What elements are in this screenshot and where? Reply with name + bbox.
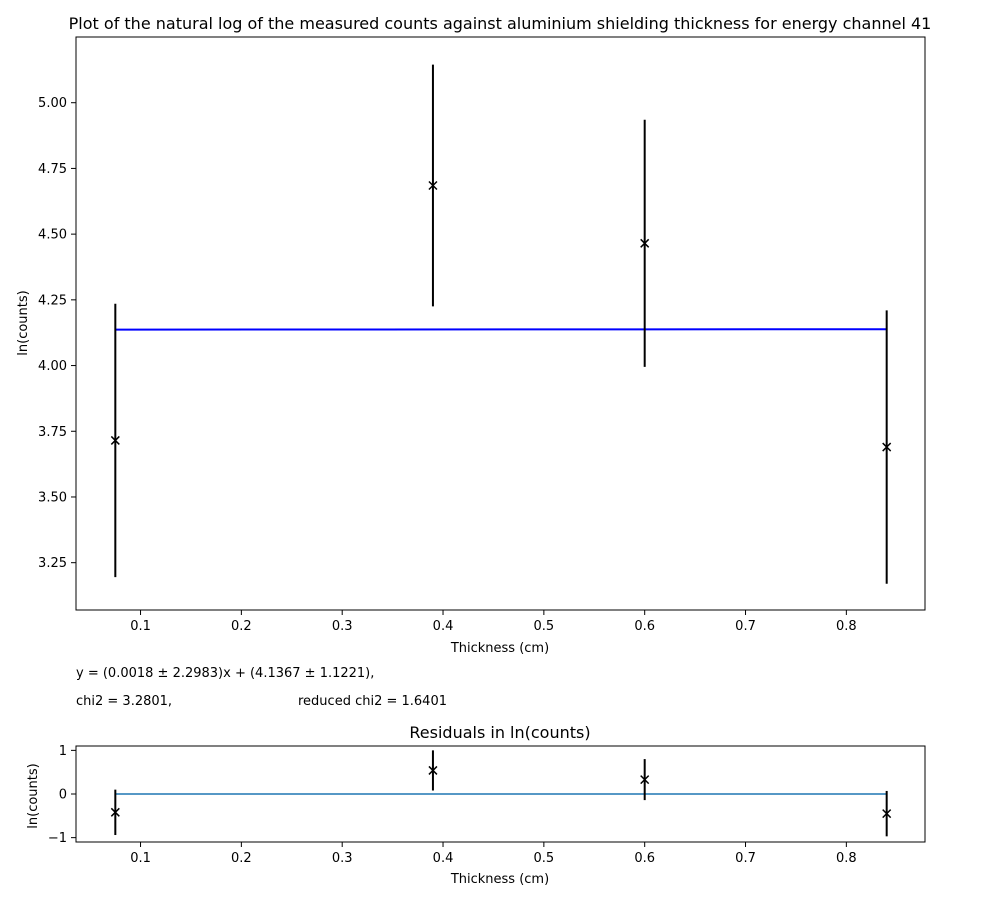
- residual-x-tick-label: 0.1: [130, 851, 151, 866]
- main-x-tick-label: 0.2: [231, 619, 252, 634]
- main-x-tick-label: 0.5: [534, 619, 555, 634]
- main-y-tick-label: 4.00: [38, 359, 67, 374]
- main-plot-x-label: Thickness (cm): [450, 641, 549, 656]
- main-y-tick-label: 4.75: [38, 162, 67, 177]
- main-y-tick-label: 4.50: [38, 228, 67, 243]
- main-x-tick-label: 0.1: [130, 619, 151, 634]
- residual-plot-marks: [110, 750, 892, 837]
- residual-y-tick-label: −1: [48, 831, 67, 846]
- main-y-tick-label: 3.25: [38, 556, 67, 571]
- main-y-tick-label: 4.25: [38, 293, 67, 308]
- residual-plot-x-ticks: 0.1 0.2 0.3 0.4 0.5 0.6 0.7 0.8: [130, 842, 857, 866]
- residual-data-point: [882, 809, 892, 819]
- main-x-tick-label: 0.8: [836, 619, 857, 634]
- main-x-tick-label: 0.3: [332, 619, 353, 634]
- main-y-tick-label: 3.75: [38, 425, 67, 440]
- residual-x-tick-label: 0.7: [735, 851, 756, 866]
- main-x-tick-label: 0.4: [433, 619, 454, 634]
- main-x-tick-label: 0.7: [735, 619, 756, 634]
- main-plot-y-ticks: 3.25 3.50 3.75 4.00 4.25 4.50 4.75 5.00: [38, 96, 76, 571]
- residual-x-tick-label: 0.6: [634, 851, 655, 866]
- residual-data-point: [640, 775, 650, 785]
- reduced-chi2-value: reduced chi2 = 1.6401: [298, 694, 447, 709]
- residual-x-tick-label: 0.3: [332, 851, 353, 866]
- main-data-point: [428, 180, 438, 191]
- main-data-point: [640, 238, 650, 248]
- residual-x-tick-label: 0.2: [231, 851, 252, 866]
- residual-x-tick-label: 0.8: [836, 851, 857, 866]
- residual-plot-y-ticks: −1 0 1: [48, 744, 76, 846]
- main-x-tick-label: 0.6: [634, 619, 655, 634]
- residual-data-point: [428, 765, 438, 775]
- chi2-value: chi2 = 3.2801,: [76, 694, 173, 709]
- residual-plot-title: Residuals in ln(counts): [409, 723, 590, 742]
- residual-plot: Residuals in ln(counts) 0.1 0.2 0.3 0.4 0.5 0…: [26, 723, 926, 887]
- main-plot-frame: [75, 36, 926, 611]
- residual-data-point: [110, 807, 120, 817]
- main-plot-title: Plot of the natural log of the measured …: [69, 14, 932, 33]
- residual-plot-y-label: ln(counts): [26, 763, 41, 828]
- residual-x-tick-label: 0.5: [534, 851, 555, 866]
- residual-y-tick-label: 1: [59, 744, 67, 759]
- main-y-tick-label: 3.50: [38, 490, 67, 505]
- residual-plot-x-label: Thickness (cm): [450, 872, 549, 887]
- main-plot-y-label: ln(counts): [16, 290, 31, 355]
- main-data-point: [882, 442, 892, 452]
- main-y-tick-label: 5.00: [38, 96, 67, 111]
- main-data-point: [110, 435, 120, 445]
- main-plot: Plot of the natural log of the measured …: [16, 14, 931, 656]
- residual-x-tick-label: 0.4: [433, 851, 454, 866]
- residual-y-tick-label: 0: [59, 788, 67, 803]
- main-plot-x-ticks: 0.1 0.2 0.3 0.4 0.5 0.6 0.7 0.8: [130, 610, 857, 634]
- main-plot-marks: [110, 64, 892, 584]
- fit-equation: y = (0.0018 ± 2.2983)x + (4.1367 ± 1.122…: [76, 666, 375, 681]
